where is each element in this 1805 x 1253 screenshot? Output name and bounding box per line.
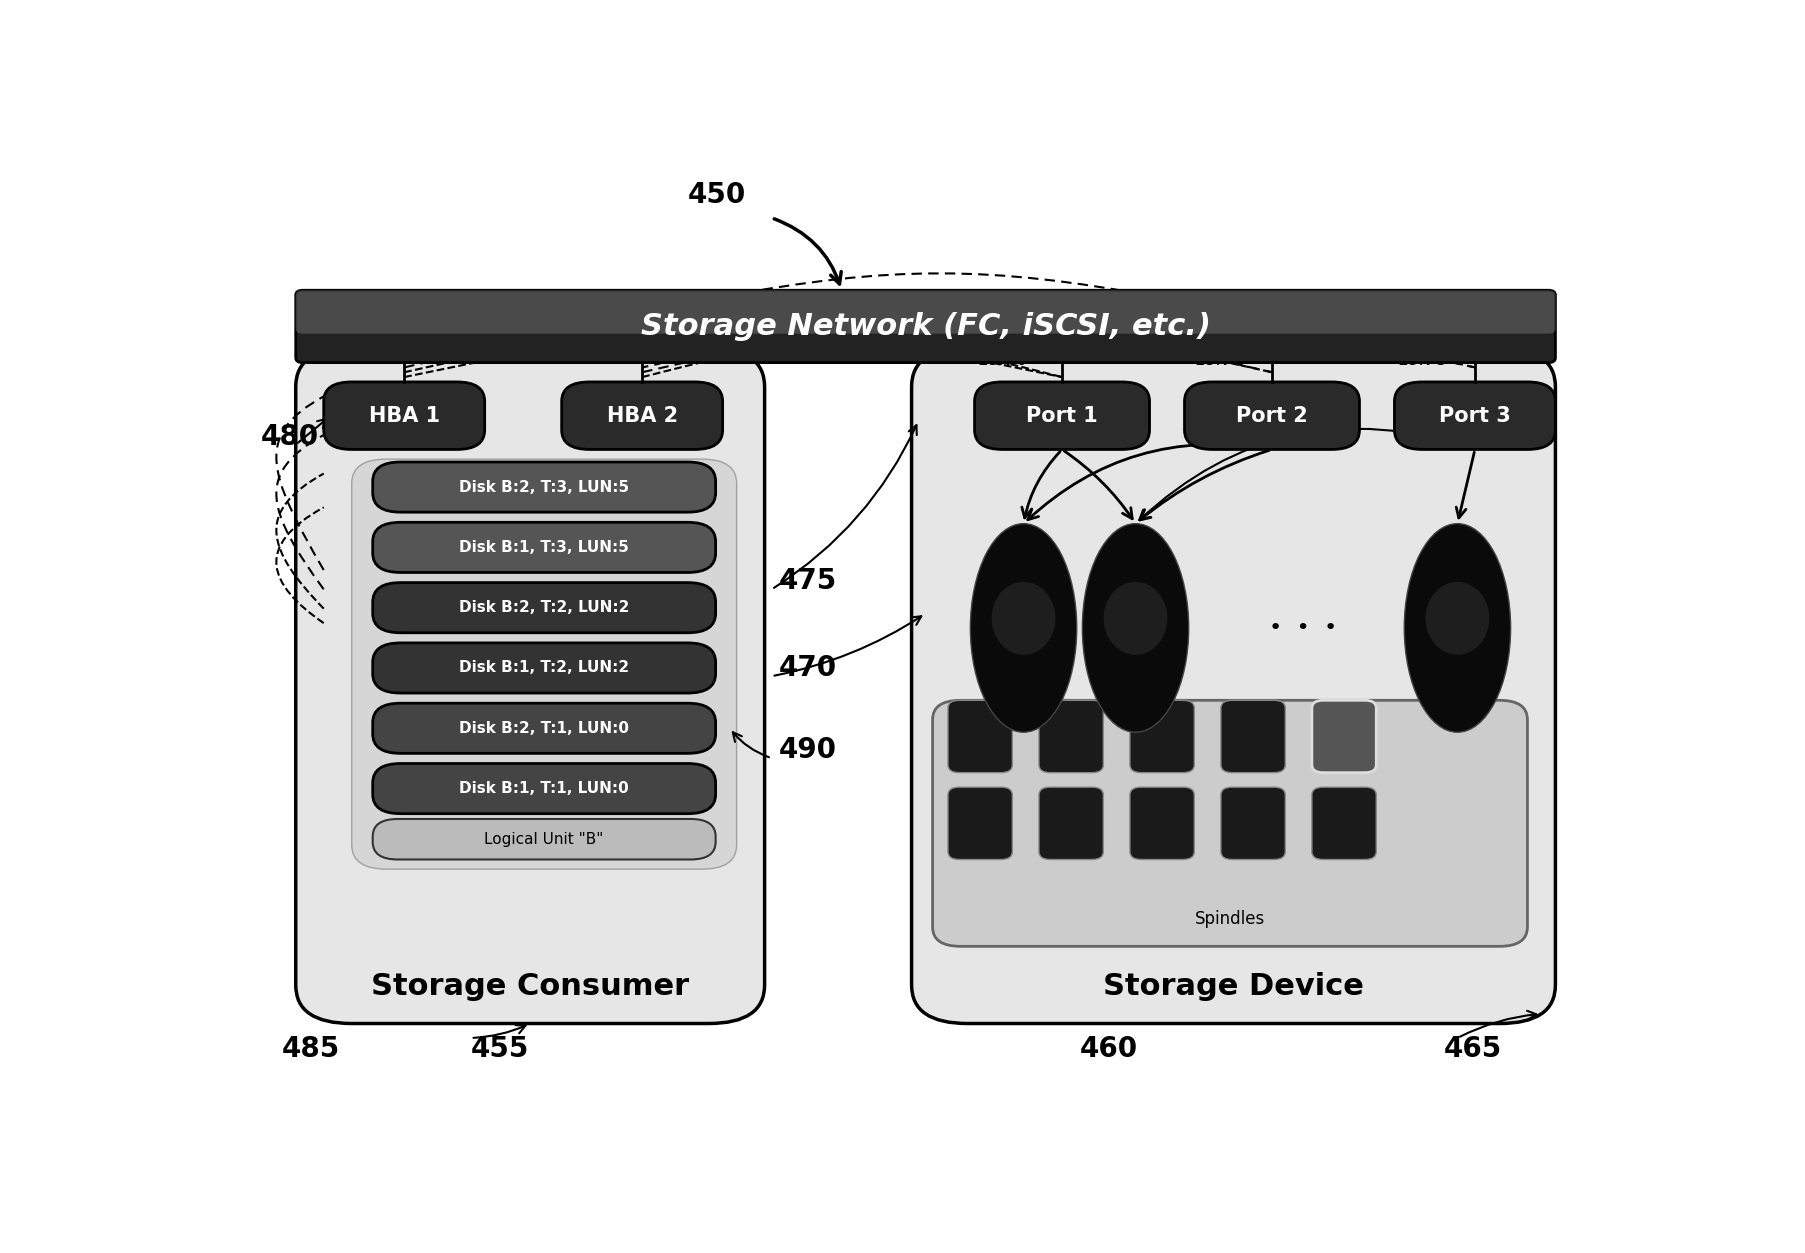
Text: 475: 475: [778, 568, 836, 595]
Text: HBA 2: HBA 2: [606, 406, 677, 426]
FancyBboxPatch shape: [372, 703, 715, 753]
FancyBboxPatch shape: [912, 348, 1554, 1024]
Text: Disk B:2, T:2, LUN:2: Disk B:2, T:2, LUN:2: [458, 600, 628, 615]
Ellipse shape: [1103, 581, 1166, 655]
FancyBboxPatch shape: [1310, 700, 1375, 773]
Text: Port 3: Port 3: [1439, 406, 1511, 426]
FancyBboxPatch shape: [1393, 382, 1554, 450]
Ellipse shape: [969, 524, 1076, 732]
FancyBboxPatch shape: [1220, 700, 1285, 773]
Text: 480: 480: [260, 422, 319, 451]
FancyBboxPatch shape: [1184, 382, 1359, 450]
Text: 465: 465: [1442, 1035, 1502, 1064]
Ellipse shape: [1404, 524, 1509, 732]
Text: LUN 0: LUN 0: [978, 351, 1027, 370]
FancyBboxPatch shape: [372, 763, 715, 813]
Text: Disk B:1, T:2, LUN:2: Disk B:1, T:2, LUN:2: [458, 660, 628, 675]
FancyBboxPatch shape: [561, 382, 722, 450]
FancyBboxPatch shape: [372, 819, 715, 860]
FancyBboxPatch shape: [352, 459, 736, 870]
Text: Disk B:1, T:1, LUN:0: Disk B:1, T:1, LUN:0: [458, 781, 628, 796]
Text: Port 2: Port 2: [1235, 406, 1307, 426]
Text: LUN 5: LUN 5: [1397, 351, 1446, 370]
Text: Port 1: Port 1: [1025, 406, 1097, 426]
Text: Storage Device: Storage Device: [1103, 972, 1363, 1001]
FancyBboxPatch shape: [372, 523, 715, 573]
Text: Disk B:2, T:1, LUN:0: Disk B:2, T:1, LUN:0: [458, 720, 628, 736]
Text: 470: 470: [778, 654, 836, 682]
FancyBboxPatch shape: [1310, 700, 1375, 773]
FancyBboxPatch shape: [1310, 787, 1375, 860]
FancyBboxPatch shape: [1038, 787, 1103, 860]
FancyBboxPatch shape: [372, 643, 715, 693]
FancyBboxPatch shape: [931, 700, 1527, 946]
Text: 460: 460: [1079, 1035, 1137, 1064]
FancyBboxPatch shape: [296, 348, 764, 1024]
Text: Storage Consumer: Storage Consumer: [370, 972, 690, 1001]
FancyBboxPatch shape: [372, 583, 715, 633]
Text: Disk B:2, T:3, LUN:5: Disk B:2, T:3, LUN:5: [458, 480, 628, 495]
Text: Storage Network (FC, iSCSI, etc.): Storage Network (FC, iSCSI, etc.): [641, 312, 1209, 341]
FancyBboxPatch shape: [975, 382, 1150, 450]
FancyBboxPatch shape: [948, 787, 1013, 860]
Text: 485: 485: [282, 1035, 339, 1064]
Ellipse shape: [1424, 581, 1489, 655]
FancyBboxPatch shape: [1130, 787, 1193, 860]
Text: Disk B:1, T:3, LUN:5: Disk B:1, T:3, LUN:5: [458, 540, 628, 555]
Ellipse shape: [1081, 524, 1188, 732]
Text: Spindles: Spindles: [1195, 911, 1265, 928]
Text: Logical Unit "B": Logical Unit "B": [484, 832, 603, 847]
Ellipse shape: [991, 581, 1054, 655]
Text: HBA 1: HBA 1: [368, 406, 440, 426]
FancyBboxPatch shape: [948, 700, 1013, 773]
FancyBboxPatch shape: [296, 291, 1554, 362]
Text: •  •  •: • • •: [1269, 618, 1338, 638]
FancyBboxPatch shape: [1038, 700, 1103, 773]
FancyBboxPatch shape: [296, 291, 1554, 333]
FancyBboxPatch shape: [1130, 700, 1193, 773]
Text: 450: 450: [688, 182, 745, 209]
FancyBboxPatch shape: [1220, 787, 1285, 860]
Text: LUN 2: LUN 2: [1195, 351, 1244, 370]
Text: 455: 455: [471, 1035, 529, 1064]
FancyBboxPatch shape: [372, 462, 715, 512]
Text: 490: 490: [778, 737, 836, 764]
FancyBboxPatch shape: [323, 382, 484, 450]
